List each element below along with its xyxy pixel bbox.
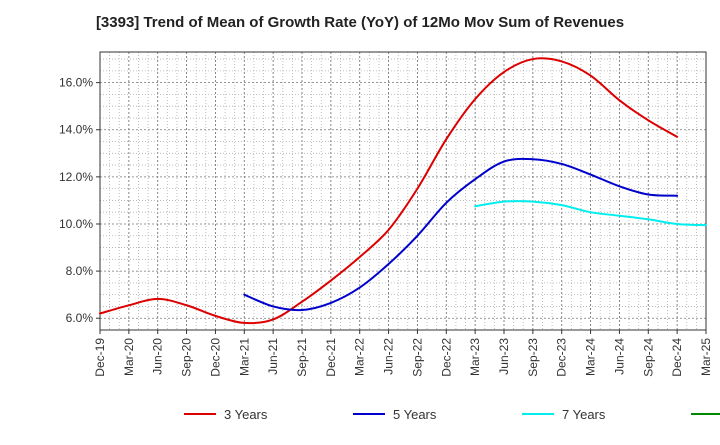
x-tick-label: Dec-21 xyxy=(324,338,338,377)
x-tick-label: Dec-19 xyxy=(93,338,107,377)
legend-label: 3 Years xyxy=(224,407,268,422)
legend-label: 5 Years xyxy=(393,407,437,422)
x-tick-label: Mar-20 xyxy=(122,338,136,376)
x-tick-label: Mar-25 xyxy=(699,338,713,376)
x-tick-label: Sep-21 xyxy=(295,338,309,377)
x-tick-label: Sep-20 xyxy=(180,338,194,377)
series-line-3-years xyxy=(99,57,679,325)
legend-label: 7 Years xyxy=(562,407,606,422)
x-tick-label: Mar-21 xyxy=(237,338,251,376)
x-tick-label: Jun-23 xyxy=(497,338,511,375)
plot-frame xyxy=(99,51,707,331)
x-tick-label: Mar-22 xyxy=(353,338,367,376)
x-tick-label: Dec-20 xyxy=(208,338,222,377)
x-tick-label: Jun-21 xyxy=(266,338,280,375)
y-tick-label: 10.0% xyxy=(59,217,93,231)
series-line-7-years xyxy=(474,200,707,227)
grid-layer xyxy=(100,52,706,330)
series-line-5-years xyxy=(243,157,679,312)
x-tick-label: Dec-22 xyxy=(439,338,453,377)
y-tick-label: 12.0% xyxy=(59,170,93,184)
y-tick-label: 8.0% xyxy=(66,264,94,278)
x-tick-label: Sep-22 xyxy=(410,338,424,377)
x-tick-label: Jun-20 xyxy=(151,338,165,375)
x-tick-label: Dec-24 xyxy=(670,338,684,377)
x-tick-label: Mar-24 xyxy=(584,338,598,376)
y-tick-label: 6.0% xyxy=(66,311,94,325)
chart-title: [3393] Trend of Mean of Growth Rate (YoY… xyxy=(95,14,625,31)
plot-area xyxy=(100,52,706,330)
series-layer xyxy=(99,57,707,325)
x-tick-label: Jun-22 xyxy=(382,338,396,375)
x-tick-label: Sep-23 xyxy=(526,338,540,377)
axis-layer: 6.0% 8.0% 10.0% 12.0% 14.0% 16.0% Dec-19 Mar-20… xyxy=(59,51,713,377)
x-tick-label: Dec-23 xyxy=(555,338,569,377)
x-tick-label: Sep-24 xyxy=(641,338,655,377)
y-tick-label: 14.0% xyxy=(59,123,93,137)
x-tick-label: Mar-23 xyxy=(468,338,482,376)
x-tick-label: Jun-24 xyxy=(612,338,626,375)
y-tick-label: 16.0% xyxy=(59,76,93,90)
